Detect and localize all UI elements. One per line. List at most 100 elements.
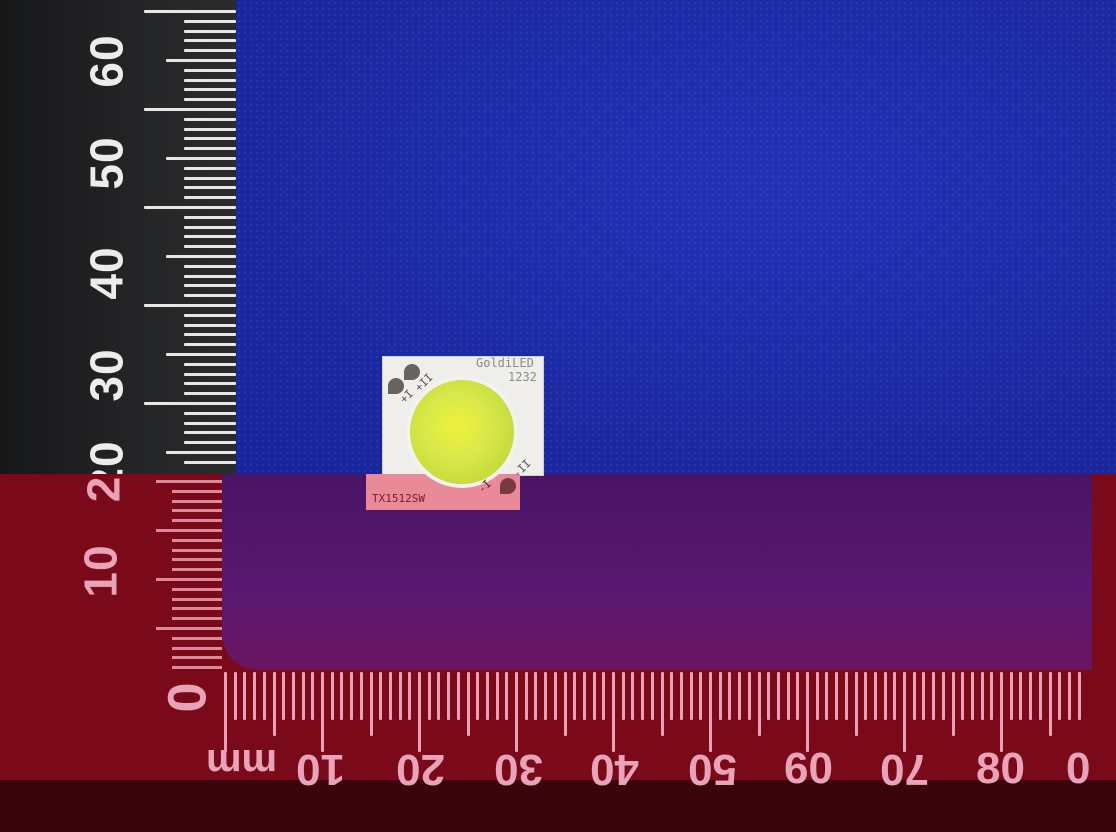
ruler-tick [660, 672, 664, 736]
ruler-tick [184, 186, 236, 190]
ruler-tick [184, 29, 236, 33]
ruler-tick [941, 672, 945, 720]
ruler-tick [184, 343, 236, 347]
ruler-label-zero: 0 [157, 681, 218, 713]
ruler-tick [776, 672, 780, 720]
ruler-tick [709, 672, 712, 752]
ruler-tick [379, 672, 383, 720]
ruler-tick [184, 460, 236, 464]
ruler-tick [301, 672, 305, 720]
ruler-label-60: 60 [80, 34, 133, 88]
ruler-tick [184, 313, 236, 317]
ruler-tick [166, 255, 236, 258]
ruler-tick [184, 245, 236, 249]
ruler-tick [1038, 672, 1042, 720]
ruler-tick [144, 10, 236, 13]
ruler-tick [166, 157, 236, 160]
ruler-tick [359, 672, 363, 720]
ruler-tick [1009, 672, 1013, 720]
ruler-label-h60: 60 [784, 744, 833, 793]
ruler-tick [156, 578, 222, 581]
ruler-tick [184, 284, 236, 288]
ruler-tick [515, 672, 518, 752]
ruler-tick [340, 672, 344, 720]
ruler-tick [825, 672, 829, 720]
ruler-tick [961, 672, 965, 720]
ruler-tick [172, 646, 222, 650]
ruler-tick [184, 88, 236, 92]
ruler-tick [1048, 672, 1052, 736]
ruler-tick [184, 421, 236, 425]
ruler-tick [172, 587, 222, 591]
ruler-tick [184, 294, 236, 298]
ruler-tick [184, 19, 236, 23]
ruler-tick [330, 672, 334, 720]
ruler-tick [243, 672, 247, 720]
ruler-tick [1067, 672, 1071, 720]
ruler-label-h80: 80 [976, 744, 1025, 793]
ruler-tick [156, 480, 222, 483]
ruler-tick [172, 538, 222, 542]
overlay-purple-patch [222, 474, 1092, 670]
ruler-tick [166, 353, 236, 356]
ruler-tick [156, 627, 222, 630]
ruler-tick [144, 206, 236, 209]
ruler-tick [144, 304, 236, 307]
ruler-tick [184, 382, 236, 386]
ruler-tick [1077, 672, 1081, 720]
ruler-tick [505, 672, 509, 720]
solder-pad-icon [404, 364, 420, 380]
ruler-tick [184, 147, 236, 151]
ruler-label-30: 30 [80, 348, 133, 402]
ruler-tick [767, 672, 771, 720]
ruler-tick [172, 499, 222, 503]
ruler-tick [1000, 672, 1003, 752]
ruler-tick [602, 672, 606, 720]
ruler-tick [893, 672, 897, 720]
ruler-tick [544, 672, 548, 720]
ruler-tick [573, 672, 577, 720]
ruler-tick [456, 672, 460, 720]
ruler-tick [166, 451, 236, 454]
ruler-tick [166, 59, 236, 62]
ruler-tick [172, 636, 222, 640]
ruler-tick [184, 431, 236, 435]
solder-pad-icon [500, 478, 516, 494]
ruler-tick [1058, 672, 1062, 720]
bottom-dark-strip [0, 780, 1116, 832]
ruler-tick [582, 672, 586, 720]
ruler-tick [172, 656, 222, 660]
ruler-tick [184, 39, 236, 43]
ruler-tick [427, 672, 431, 720]
ruler-tick [476, 672, 480, 720]
ruler-tick [184, 166, 236, 170]
ruler-unit-mm: mm [206, 741, 278, 785]
ruler-tick [398, 672, 402, 720]
ruler-tick [951, 672, 955, 736]
ruler-tick [553, 672, 557, 720]
ruler-tick [854, 672, 858, 736]
ruler-tick [747, 672, 751, 720]
ruler-tick [388, 672, 392, 720]
ruler-tick [172, 568, 222, 572]
ruler-tick [970, 672, 974, 720]
ruler-label-h-end: 0 [1066, 744, 1091, 793]
ruler-tick [184, 392, 236, 396]
ruler-label-40: 40 [80, 246, 133, 300]
ruler-tick [369, 672, 373, 736]
ruler-tick [670, 672, 674, 720]
ruler-tick [184, 225, 236, 229]
ruler-tick [437, 672, 441, 720]
ruler-tick [172, 509, 222, 513]
ruler-tick [311, 672, 315, 720]
ruler-tick [718, 672, 722, 720]
ruler-tick [184, 362, 236, 366]
ruler-tick [495, 672, 499, 720]
ruler-tick [466, 672, 470, 736]
ruler-tick [835, 672, 839, 720]
ruler-tick [253, 672, 257, 720]
ruler-tick [679, 672, 683, 720]
ruler-tick [272, 672, 276, 736]
ruler-tick [184, 117, 236, 121]
ruler-tick [184, 137, 236, 141]
